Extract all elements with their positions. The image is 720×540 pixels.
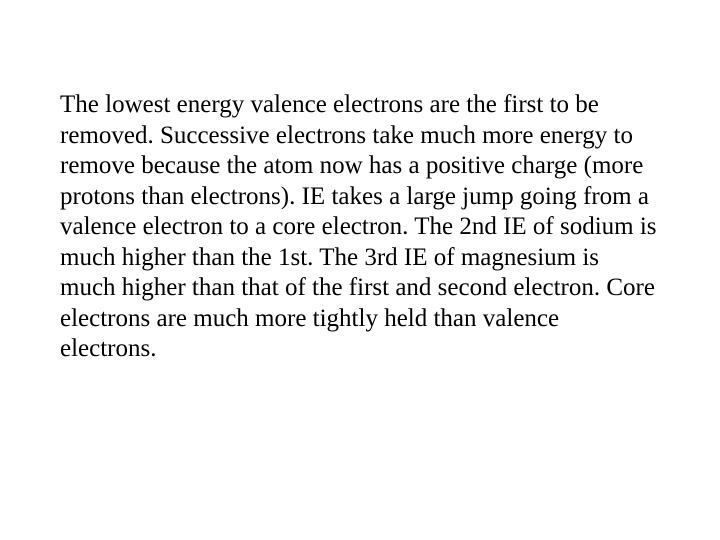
slide-container: The lowest energy valence electrons are … xyxy=(0,0,720,540)
slide-body-text: The lowest energy valence electrons are … xyxy=(60,90,660,365)
